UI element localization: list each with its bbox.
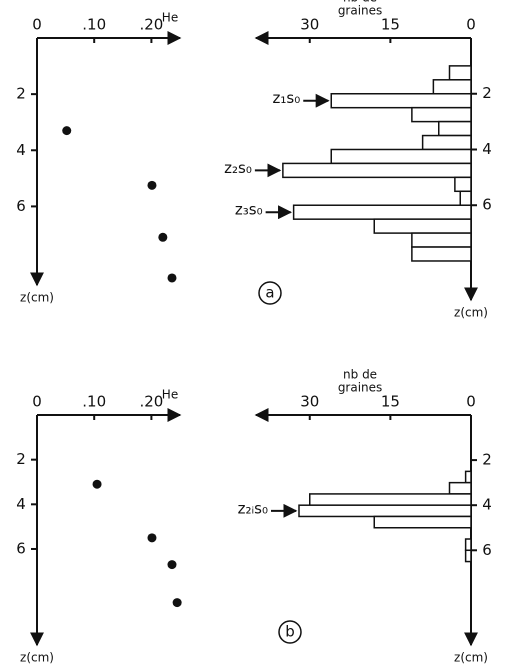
bar xyxy=(330,92,472,109)
point xyxy=(62,126,72,136)
y-tick-label: 2 xyxy=(16,450,26,468)
x-axis-label: graines xyxy=(338,4,382,18)
bar xyxy=(411,246,472,262)
annotation: z₂s₀ xyxy=(224,159,252,177)
bar xyxy=(432,79,472,95)
point xyxy=(167,560,177,570)
bar xyxy=(411,106,472,123)
panel-label: a xyxy=(265,284,274,302)
bar xyxy=(309,493,472,506)
y-tick-label: 2 xyxy=(482,84,492,102)
x-tick-label: .20 xyxy=(139,16,163,34)
y-axis-label: z(cm) xyxy=(454,651,488,665)
bar xyxy=(373,515,472,529)
bar xyxy=(292,204,472,220)
annotation: z₁s₀ xyxy=(273,89,301,107)
y-tick-label: 2 xyxy=(16,85,26,103)
point xyxy=(167,273,177,283)
panel-label: b xyxy=(285,623,295,641)
bar xyxy=(448,481,472,495)
bar xyxy=(438,120,472,137)
panel-circle xyxy=(278,620,302,644)
bar xyxy=(411,232,472,248)
y-tick-label: 4 xyxy=(482,496,492,514)
point xyxy=(92,479,102,489)
y-axis-label: z(cm) xyxy=(20,651,54,665)
bar xyxy=(421,134,472,151)
x-axis-label: He xyxy=(162,388,178,402)
y-axis-label: z(cm) xyxy=(454,306,488,320)
bar xyxy=(454,176,472,193)
x-tick-label: 0 xyxy=(466,16,476,34)
x-axis-label: He xyxy=(162,11,178,25)
x-tick-label: 15 xyxy=(381,393,400,411)
point xyxy=(158,232,168,242)
x-tick-label: .20 xyxy=(139,393,163,411)
bar xyxy=(459,190,472,206)
x-tick-label: 0 xyxy=(466,393,476,411)
y-tick-label: 6 xyxy=(16,197,26,215)
x-tick-label: 0 xyxy=(32,16,42,34)
y-tick-label: 6 xyxy=(482,541,492,559)
bar xyxy=(464,538,472,552)
x-axis-label: nb de xyxy=(343,368,377,382)
bar xyxy=(464,549,472,563)
panel-circle xyxy=(258,281,282,305)
bar xyxy=(464,470,472,484)
bar xyxy=(448,65,472,81)
x-axis-label: graines xyxy=(338,381,382,395)
x-axis-label: nb de xyxy=(343,0,377,5)
annotation: z₂ᵢs₀ xyxy=(238,499,268,517)
y-tick-label: 4 xyxy=(16,141,26,159)
bar xyxy=(373,218,472,234)
x-tick-label: 30 xyxy=(300,16,319,34)
y-axis-label: z(cm) xyxy=(20,291,54,305)
y-tick-label: 4 xyxy=(16,495,26,513)
x-tick-label: .10 xyxy=(82,393,106,411)
point xyxy=(172,598,182,608)
bar xyxy=(282,162,472,179)
x-tick-label: 15 xyxy=(381,16,400,34)
point xyxy=(147,180,157,190)
x-tick-label: 30 xyxy=(300,393,319,411)
x-tick-label: .10 xyxy=(82,16,106,34)
y-tick-label: 6 xyxy=(482,196,492,214)
y-tick-label: 4 xyxy=(482,140,492,158)
point xyxy=(147,533,157,543)
bar xyxy=(330,148,472,165)
bar xyxy=(298,504,472,518)
y-tick-label: 2 xyxy=(482,451,492,469)
x-tick-label: 0 xyxy=(32,393,42,411)
annotation: z₃s₀ xyxy=(235,201,263,219)
y-tick-label: 6 xyxy=(16,539,26,557)
